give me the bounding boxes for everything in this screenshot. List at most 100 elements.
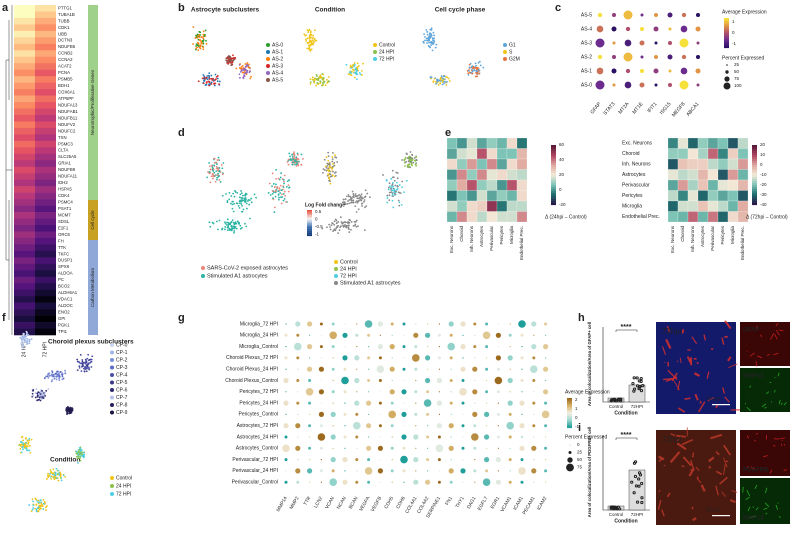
umap-point <box>206 75 208 77</box>
dot <box>427 323 428 324</box>
legend-dot <box>110 484 114 488</box>
umap-point <box>287 161 289 163</box>
umap-point <box>31 510 33 512</box>
umap-point <box>239 64 241 66</box>
heatmap-cell <box>35 11 56 18</box>
umap-point <box>337 225 339 227</box>
umap-point <box>310 34 312 36</box>
dot <box>521 379 524 382</box>
heatmap-cell <box>14 115 35 122</box>
dot <box>308 379 311 382</box>
dot <box>654 27 659 32</box>
dot <box>415 403 416 404</box>
dot <box>439 470 440 471</box>
dot <box>496 355 501 360</box>
heatmap-cell <box>447 201 457 212</box>
heatmap-cell <box>14 225 35 232</box>
umap-point <box>199 39 201 41</box>
dot <box>473 447 476 450</box>
dot <box>473 424 476 427</box>
dot <box>285 356 288 359</box>
umap-point <box>280 177 282 179</box>
heatmap-cell <box>708 180 718 191</box>
umap-point <box>428 39 430 41</box>
heatmap-cell <box>35 309 56 316</box>
row-label: Astrocytes <box>622 172 646 178</box>
heatmap-cell <box>678 170 688 181</box>
umap-point <box>62 378 64 380</box>
dot <box>519 401 524 406</box>
umap-point <box>433 41 435 43</box>
umap-point <box>22 344 24 346</box>
dot <box>437 423 442 428</box>
umap-point <box>278 193 280 195</box>
umap-point <box>242 195 244 197</box>
heatmap-cell <box>708 170 718 181</box>
umap-point <box>232 193 234 195</box>
umap-point <box>240 203 242 205</box>
dot <box>624 11 633 20</box>
heatmap-cell <box>698 149 708 160</box>
gene-label: NDUFV2 <box>58 122 76 127</box>
umap-title: Astrocyte subclusters <box>191 7 260 14</box>
umap-point <box>336 161 338 163</box>
umap-point <box>213 168 215 170</box>
umap-point <box>38 510 40 512</box>
dot <box>451 414 452 415</box>
dot <box>485 368 488 371</box>
heatmap-cell <box>35 180 56 187</box>
dot <box>379 356 382 359</box>
umap-point <box>344 224 346 226</box>
dot <box>285 334 288 337</box>
umap-point <box>446 81 448 83</box>
heatmap-cell <box>467 201 477 212</box>
dot <box>354 355 359 360</box>
dot <box>321 335 322 336</box>
micrograph-texture <box>691 469 692 470</box>
colorbar <box>551 197 556 199</box>
umap-point <box>445 76 447 78</box>
heatmap-cell <box>738 149 748 160</box>
legend-label: AS-5 <box>272 77 283 83</box>
dot <box>331 457 336 462</box>
umap-point <box>28 438 30 440</box>
dot <box>612 55 616 59</box>
heatmap-cell <box>457 159 467 170</box>
dot <box>498 403 499 404</box>
dot <box>486 425 487 426</box>
heatmap-cell <box>467 180 477 191</box>
row-label: AS-3 <box>581 40 592 46</box>
heatmap-cell <box>35 89 56 96</box>
heatmap-cell <box>497 201 507 212</box>
umap-point <box>292 158 294 160</box>
dot <box>320 447 323 450</box>
umap-point <box>275 196 277 198</box>
umap-point <box>369 196 371 198</box>
dot <box>655 42 658 45</box>
colorbar <box>752 153 757 155</box>
colorbar <box>752 197 757 199</box>
umap-point <box>412 162 414 164</box>
dot <box>392 380 393 381</box>
dot <box>543 367 548 372</box>
umap-point <box>398 200 400 202</box>
heatmap-cell <box>467 159 477 170</box>
umap-point <box>431 27 433 29</box>
colorbar <box>307 217 312 218</box>
dot <box>696 27 701 32</box>
umap-point <box>343 199 345 201</box>
dot <box>450 402 453 405</box>
dot <box>401 412 406 417</box>
umap-point <box>58 472 60 474</box>
umap-point <box>27 449 29 451</box>
colorbar <box>551 171 556 173</box>
heatmap-cell <box>35 63 56 70</box>
umap-point <box>227 63 229 65</box>
dot <box>449 446 454 451</box>
umap-point <box>203 80 205 82</box>
umap-point <box>392 207 394 209</box>
umap-point <box>245 65 247 67</box>
colorbar <box>724 18 729 20</box>
heatmap-cell <box>668 180 678 191</box>
umap-point <box>216 179 218 181</box>
